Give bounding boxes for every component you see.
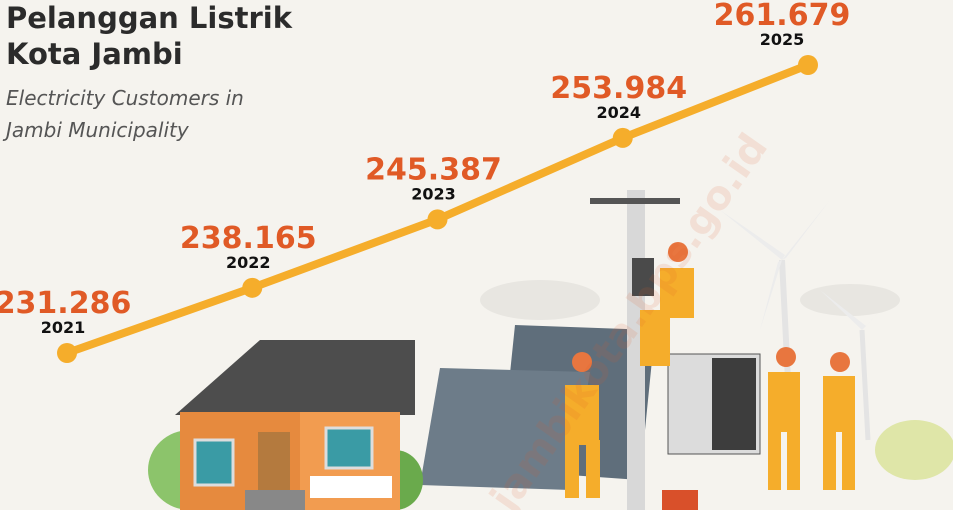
year-label: 2023	[411, 184, 456, 203]
point	[613, 128, 633, 148]
infographic: jambikota.bps.go.id 231.2862021238.16520…	[0, 0, 953, 510]
chart: jambikota.bps.go.id 231.2862021238.16520…	[0, 0, 953, 510]
value-label: 245.387	[365, 152, 502, 187]
point	[798, 55, 818, 75]
point	[428, 209, 448, 229]
year-label: 2022	[226, 253, 271, 272]
chart-title: Pelanggan Listrik Kota Jambi	[6, 0, 306, 72]
point	[242, 278, 262, 298]
value-label: 238.165	[180, 221, 317, 256]
value-label: 253.984	[550, 71, 687, 106]
chart-subtitle: Electricity Customers in Jambi Municipal…	[6, 82, 296, 146]
value-label: 231.286	[0, 286, 131, 321]
year-label: 2025	[760, 30, 805, 49]
year-label: 2021	[41, 318, 86, 337]
point	[57, 343, 77, 363]
value-label: 261.679	[714, 0, 851, 33]
year-label: 2024	[596, 103, 641, 122]
